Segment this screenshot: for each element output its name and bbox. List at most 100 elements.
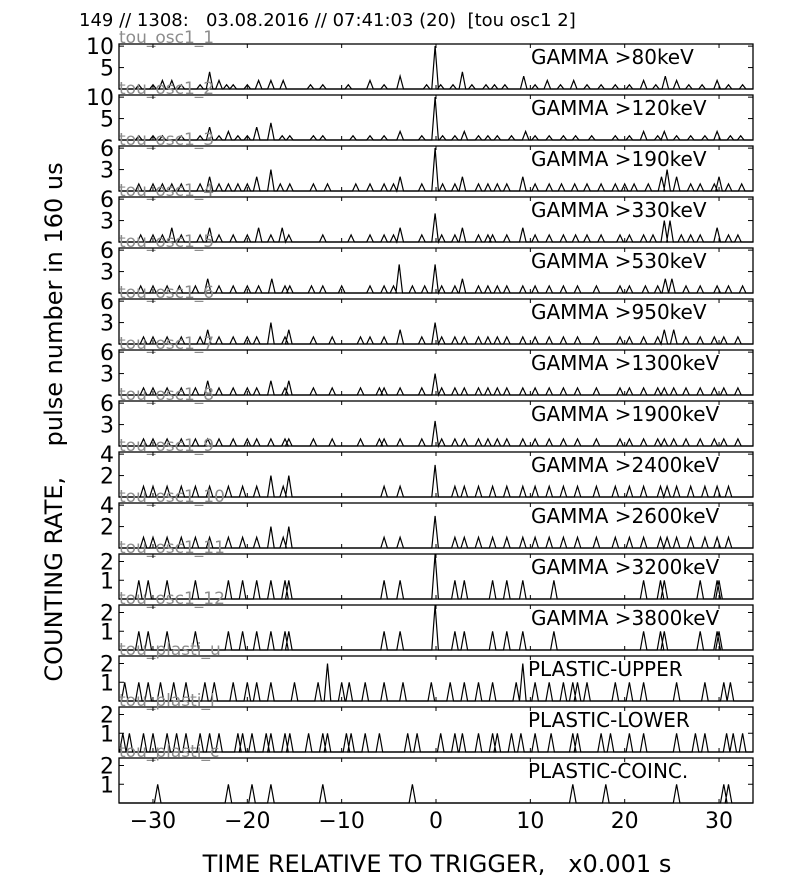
y-tick-label: 5 — [100, 57, 114, 82]
panel-id-tag: tou_osc1_5 — [119, 232, 214, 252]
panel-id-tag: tou_plasti_l — [119, 691, 215, 711]
x-tick-labels: −30 −20 −10 0 10 20 30 — [130, 809, 733, 834]
header-text: 149 // 1308: 03.08.2016 // 07:41:03 (20)… — [79, 10, 576, 31]
panel-label: GAMMA >950keV — [531, 300, 707, 324]
y-tick-label: 10 — [86, 35, 114, 60]
y-tick-label: 1 — [100, 773, 114, 798]
series-line — [119, 663, 753, 702]
panel-label: PLASTIC-UPPER — [528, 657, 683, 681]
series-line — [119, 784, 753, 804]
panel-label: GAMMA >1900keV — [531, 402, 720, 426]
y-tick-label: 3 — [100, 363, 114, 388]
series-line — [119, 148, 753, 193]
x-tick-label: −20 — [224, 809, 270, 834]
panel-label: GAMMA >2600keV — [531, 504, 720, 528]
panel-id-tag: tou_osc1_9 — [119, 436, 214, 456]
y-tick-label: 2 — [100, 755, 114, 780]
y-tick-label: 4 — [100, 494, 114, 519]
y-tick-label: 3 — [100, 159, 114, 184]
series-line — [119, 46, 753, 90]
series-line — [119, 322, 753, 347]
panel-tou_osc1_7: tou_osc1_736 GAMMA >1300keV — [100, 334, 754, 398]
panel-id-tag: tou_osc1_11 — [119, 538, 225, 558]
series-line — [119, 264, 753, 296]
panel-id-tag: tou_osc1_10 — [119, 487, 225, 507]
panel-label: GAMMA >530keV — [531, 249, 707, 273]
panel-tou_osc1_3: tou_osc1_336 GAMMA >190keV — [100, 130, 754, 193]
panel-id-tag: tou_osc1_6 — [119, 283, 214, 303]
series-line — [119, 373, 753, 398]
y-tick-label: 3 — [100, 414, 114, 439]
series-line — [119, 515, 753, 551]
panel-label: GAMMA >3800keV — [531, 606, 720, 630]
panel-id-tag: tou_osc1_3 — [119, 130, 214, 150]
panel-label: GAMMA >330keV — [531, 198, 707, 222]
y-tick-label: 3 — [100, 261, 114, 286]
y-tick-label: 5 — [100, 108, 114, 133]
series-line — [119, 553, 753, 600]
y-tick-label: 10 — [86, 86, 114, 111]
panel-tou_plasti_l: tou_plasti_l12 PLASTIC-LOWER — [100, 691, 754, 753]
y-tick-label: 2 — [100, 516, 114, 541]
panel-label: GAMMA >120keV — [531, 96, 707, 120]
y-tick-label: 2 — [100, 465, 114, 490]
panel-tou_osc1_5: tou_osc1_536 GAMMA >530keV — [100, 232, 754, 296]
panel-label: GAMMA >2400keV — [531, 453, 720, 477]
y-tick-label: 1 — [100, 722, 114, 747]
y-axis-label: COUNTING RATE, pulse number in 160 us — [40, 162, 68, 681]
y-tick-label: 2 — [100, 602, 114, 627]
y-tick-label: 4 — [100, 443, 114, 468]
y-tick-label: 2 — [100, 653, 114, 678]
x-tick-label: 20 — [611, 809, 639, 834]
panel-label: GAMMA >3200keV — [531, 555, 720, 579]
y-tick-label: 3 — [100, 210, 114, 235]
panel-id-tag: tou_osc1_4 — [119, 181, 214, 201]
series-line — [119, 604, 753, 651]
y-tick-label: 2 — [100, 704, 114, 729]
series-line — [119, 97, 753, 142]
series-line — [118, 733, 753, 753]
y-tick-label: 2 — [100, 551, 114, 576]
y-tick-label: 1 — [100, 671, 114, 696]
panel-tou_osc1_8: tou_osc1_836 GAMMA >1900keV — [100, 385, 754, 449]
panel-label: GAMMA >80keV — [531, 45, 694, 69]
y-tick-label: 6 — [100, 290, 114, 315]
x-tick-label: 0 — [429, 809, 443, 834]
x-tick-label: 30 — [705, 809, 733, 834]
panel-tou_plasti_c: tou_plasti_c12 PLASTIC-COINC. — [100, 742, 754, 804]
y-tick-label: 6 — [100, 341, 114, 366]
x-tick-label: −30 — [130, 809, 176, 834]
panel-id-tag: tou_osc1_1 — [119, 28, 214, 48]
panel-id-tag: tou_plasti_u — [119, 640, 221, 660]
panel-id-tag: tou_osc1_8 — [119, 385, 214, 405]
panel-tou_plasti_u: tou_plasti_u12 PLASTIC-UPPER — [100, 640, 754, 702]
y-tick-label: 6 — [100, 239, 114, 264]
panel-tou_osc1_9: tou_osc1_924 GAMMA >2400keV — [100, 436, 754, 500]
panel-id-tag: tou_plasti_c — [119, 742, 219, 762]
panel-label: PLASTIC-LOWER — [528, 708, 690, 732]
x-tick-label: 10 — [516, 809, 544, 834]
y-tick-label: 1 — [100, 569, 114, 594]
panel-label: GAMMA >190keV — [531, 147, 707, 171]
panel-id-tag: tou_osc1_2 — [119, 79, 214, 99]
series-line — [119, 213, 753, 245]
y-tick-label: 1 — [100, 620, 114, 645]
panel-id-tag: tou_osc1_12 — [119, 589, 225, 609]
panel-tou_osc1_4: tou_osc1_436 GAMMA >330keV — [100, 181, 754, 245]
y-tick-label: 6 — [100, 188, 114, 213]
x-axis-label: TIME RELATIVE TO TRIGGER, x0.001 s — [202, 850, 672, 878]
series-line — [119, 420, 753, 449]
panel-id-tag: tou_osc1_7 — [119, 334, 214, 354]
panel-tou_osc1_6: tou_osc1_636 GAMMA >950keV — [100, 283, 754, 347]
y-tick-label: 3 — [100, 312, 114, 337]
panel-label: GAMMA >1300keV — [531, 351, 720, 375]
y-tick-label: 6 — [100, 137, 114, 162]
x-tick-label: −10 — [318, 809, 364, 834]
